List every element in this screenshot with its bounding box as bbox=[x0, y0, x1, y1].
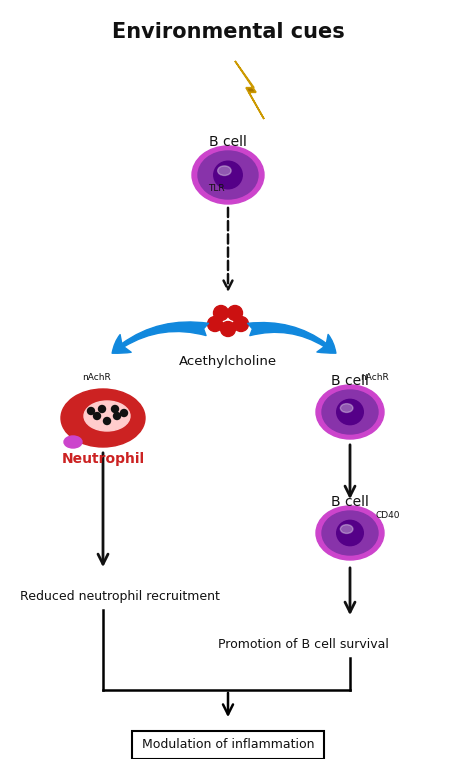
Text: CD40: CD40 bbox=[375, 511, 399, 519]
Text: Promotion of B cell survival: Promotion of B cell survival bbox=[217, 638, 388, 651]
FancyArrowPatch shape bbox=[247, 323, 335, 353]
Ellipse shape bbox=[336, 399, 363, 424]
Ellipse shape bbox=[339, 524, 352, 534]
Ellipse shape bbox=[336, 521, 363, 546]
Polygon shape bbox=[234, 61, 263, 119]
Text: Environmental cues: Environmental cues bbox=[111, 22, 344, 42]
Text: Modulation of inflammation: Modulation of inflammation bbox=[142, 739, 313, 751]
Ellipse shape bbox=[217, 166, 231, 175]
Ellipse shape bbox=[339, 404, 352, 412]
Ellipse shape bbox=[315, 385, 383, 439]
Circle shape bbox=[227, 306, 242, 320]
Circle shape bbox=[120, 410, 127, 417]
Circle shape bbox=[207, 317, 222, 332]
Circle shape bbox=[233, 317, 248, 332]
Circle shape bbox=[220, 322, 235, 336]
Ellipse shape bbox=[84, 401, 130, 431]
Text: B cell: B cell bbox=[208, 135, 247, 149]
Circle shape bbox=[103, 417, 110, 424]
Text: Reduced neutrophil recruitment: Reduced neutrophil recruitment bbox=[20, 590, 219, 603]
Ellipse shape bbox=[61, 389, 145, 447]
Circle shape bbox=[111, 405, 118, 412]
Text: B cell: B cell bbox=[330, 374, 368, 388]
Ellipse shape bbox=[321, 390, 377, 434]
Ellipse shape bbox=[213, 161, 242, 189]
Text: Acethylcholine: Acethylcholine bbox=[178, 355, 277, 368]
Circle shape bbox=[87, 408, 94, 414]
Ellipse shape bbox=[192, 146, 263, 204]
Text: B cell: B cell bbox=[330, 495, 368, 509]
Text: nAchR: nAchR bbox=[82, 373, 111, 382]
Text: nAchR: nAchR bbox=[359, 373, 388, 382]
Ellipse shape bbox=[64, 436, 82, 448]
Ellipse shape bbox=[197, 151, 258, 199]
Circle shape bbox=[213, 306, 228, 320]
FancyBboxPatch shape bbox=[131, 731, 324, 759]
Circle shape bbox=[98, 405, 105, 412]
Ellipse shape bbox=[315, 506, 383, 560]
Circle shape bbox=[113, 412, 120, 420]
FancyArrowPatch shape bbox=[112, 322, 208, 353]
Ellipse shape bbox=[321, 511, 377, 555]
Text: Neutrophil: Neutrophil bbox=[61, 452, 144, 466]
Circle shape bbox=[93, 412, 100, 420]
Text: TLR: TLR bbox=[207, 184, 224, 193]
